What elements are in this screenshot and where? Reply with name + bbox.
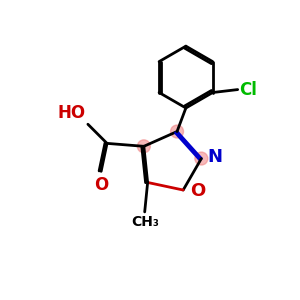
Circle shape	[195, 152, 208, 165]
Text: HO: HO	[57, 104, 86, 122]
Text: O: O	[94, 176, 108, 194]
Circle shape	[171, 125, 184, 138]
Text: Cl: Cl	[239, 81, 257, 99]
Text: N: N	[208, 148, 223, 166]
Circle shape	[137, 140, 150, 153]
Text: CH₃: CH₃	[131, 215, 159, 229]
Text: O: O	[190, 182, 205, 200]
